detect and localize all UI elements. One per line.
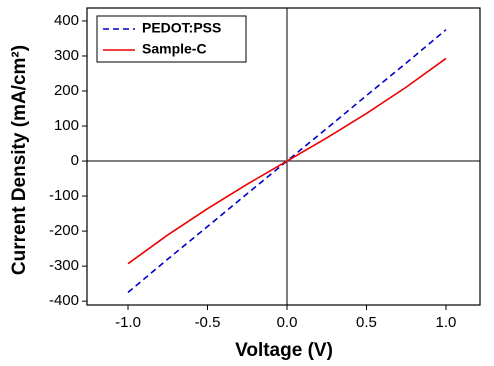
data-line — [127, 29, 447, 294]
y-tick-label: 200 — [54, 82, 79, 99]
x-tick-label: -0.5 — [195, 314, 221, 331]
y-tick-label: -200 — [49, 222, 79, 239]
y-tick-label: -100 — [49, 187, 79, 204]
x-tick-label: 1.0 — [436, 314, 457, 331]
x-axis-label: Voltage (V) — [235, 340, 333, 361]
y-tick-label: 0 — [71, 152, 79, 169]
x-tick-label: 0.5 — [356, 314, 377, 331]
legend-label: Sample-C — [142, 41, 207, 57]
legend-box — [96, 15, 247, 63]
data-line — [127, 57, 447, 265]
plot-frame — [86, 7, 481, 306]
legend-label: PEDOT:PSS — [142, 20, 221, 36]
x-tick-label: -1.0 — [115, 314, 141, 331]
y-tick-label: 300 — [54, 47, 79, 64]
y-tick-label: -400 — [49, 292, 79, 309]
y-tick-label: 100 — [54, 117, 79, 134]
y-tick-label: -300 — [49, 257, 79, 274]
y-tick-label: 400 — [54, 12, 79, 29]
y-axis-label: Current Density (mA/cm²) — [9, 45, 30, 275]
x-tick-label: 0.0 — [277, 314, 298, 331]
